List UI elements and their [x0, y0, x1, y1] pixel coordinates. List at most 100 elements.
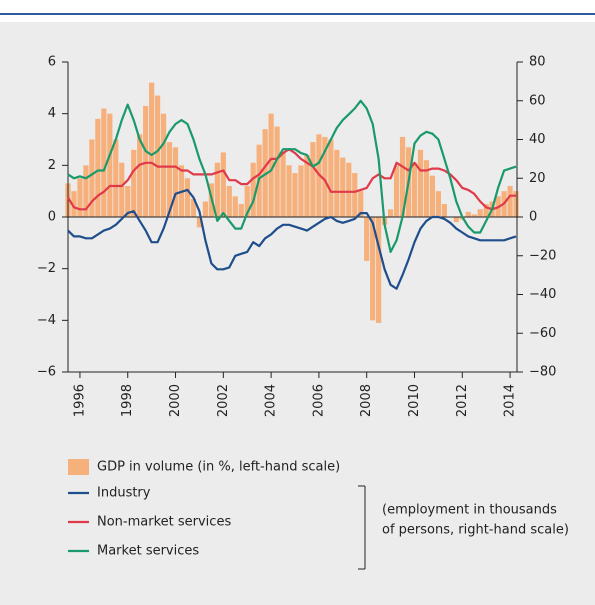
bar: [149, 82, 155, 218]
y-tick-label: −2: [37, 261, 56, 276]
bar: [507, 186, 513, 217]
bar: [423, 160, 430, 217]
bar: [393, 165, 400, 217]
bar: [172, 147, 179, 217]
y2-tick-label: 20: [529, 171, 546, 186]
bar: [89, 139, 95, 217]
bar: [143, 105, 149, 217]
bar: [364, 217, 370, 261]
bar: [328, 139, 334, 217]
bar: [190, 198, 197, 217]
bar: [274, 126, 280, 217]
bar: [286, 165, 292, 217]
bar: [77, 178, 83, 217]
bar: [298, 165, 304, 217]
annotation: (employment in thousands: [382, 503, 557, 518]
y2-tick-label: −40: [529, 287, 556, 302]
bar: [83, 165, 89, 217]
y2-tick-label: −80: [529, 365, 556, 380]
bar: [465, 211, 471, 217]
bar: [107, 113, 113, 217]
y-tick-label: 6: [48, 55, 56, 70]
x-tick-label: 2012: [455, 384, 470, 417]
annotation: of persons, right-hand scale): [382, 523, 569, 538]
bar: [387, 209, 394, 217]
y2-tick-label: 40: [529, 132, 546, 147]
x-tick-label: 2000: [168, 384, 183, 417]
bar: [429, 175, 436, 217]
x-tick-label: 2004: [264, 384, 279, 417]
bar: [119, 162, 125, 217]
y2-tick-label: 60: [529, 93, 546, 108]
bar: [95, 118, 101, 217]
bar: [184, 178, 191, 217]
x-tick-label: 2010: [407, 384, 422, 417]
y-tick-label: 2: [48, 158, 56, 173]
y-tick-label: 4: [48, 106, 56, 121]
bar: [268, 113, 274, 217]
y2-tick-label: −60: [529, 326, 556, 341]
bar: [471, 214, 477, 217]
bar: [411, 162, 418, 217]
bar: [453, 217, 459, 223]
y-tick-label: −6: [37, 365, 56, 380]
y-tick-label: −4: [37, 313, 56, 328]
bar: [358, 191, 364, 217]
bar: [125, 186, 131, 217]
bar: [196, 217, 203, 228]
bar: [292, 173, 298, 217]
panel-background: [0, 22, 595, 605]
legend-label: Non-market services: [97, 515, 231, 530]
line-series: [67, 188, 517, 290]
bar: [71, 191, 77, 217]
bar: [352, 173, 358, 217]
bar: [202, 201, 209, 217]
legend-label: Industry: [97, 486, 151, 501]
x-tick-label: 2002: [216, 384, 231, 417]
bar: [137, 134, 143, 217]
y2-tick-label: −20: [529, 248, 556, 263]
bar: [131, 149, 137, 217]
legend-label: GDP in volume (in %, left-hand scale): [97, 460, 340, 475]
bar: [417, 149, 424, 217]
bar: [238, 204, 244, 217]
bar: [280, 152, 286, 217]
bar: [340, 157, 346, 217]
bar: [166, 142, 173, 217]
y2-tick-label: 80: [529, 55, 546, 70]
bar: [435, 191, 441, 217]
bar: [513, 191, 519, 217]
line-series: [67, 148, 516, 211]
y2-tick-label: 0: [529, 210, 537, 225]
bar: [244, 186, 250, 217]
bar: [322, 136, 328, 217]
legend-swatch: [68, 459, 89, 475]
x-tick-label: 1998: [120, 384, 135, 417]
bar: [160, 113, 167, 217]
bar: [304, 155, 310, 217]
bar: [310, 142, 316, 217]
bar: [220, 152, 226, 217]
bar: [483, 204, 489, 217]
bar: [477, 209, 483, 217]
bar: [376, 217, 382, 323]
bar: [101, 108, 107, 217]
legend-label: Market services: [97, 544, 199, 559]
bar: [370, 217, 376, 321]
bar: [334, 149, 340, 217]
x-tick-label: 2008: [359, 384, 374, 417]
bar: [214, 162, 220, 217]
bar: [113, 139, 119, 217]
bar: [441, 204, 447, 217]
x-tick-label: 1996: [72, 384, 87, 417]
bar: [346, 162, 352, 217]
bar: [155, 95, 161, 217]
line-series: [67, 99, 517, 253]
x-tick-label: 2006: [311, 384, 326, 417]
bar: [232, 196, 238, 217]
y-tick-label: 0: [48, 210, 56, 225]
x-tick-label: 2014: [503, 384, 518, 417]
bar: [250, 162, 256, 217]
bar: [226, 186, 232, 217]
